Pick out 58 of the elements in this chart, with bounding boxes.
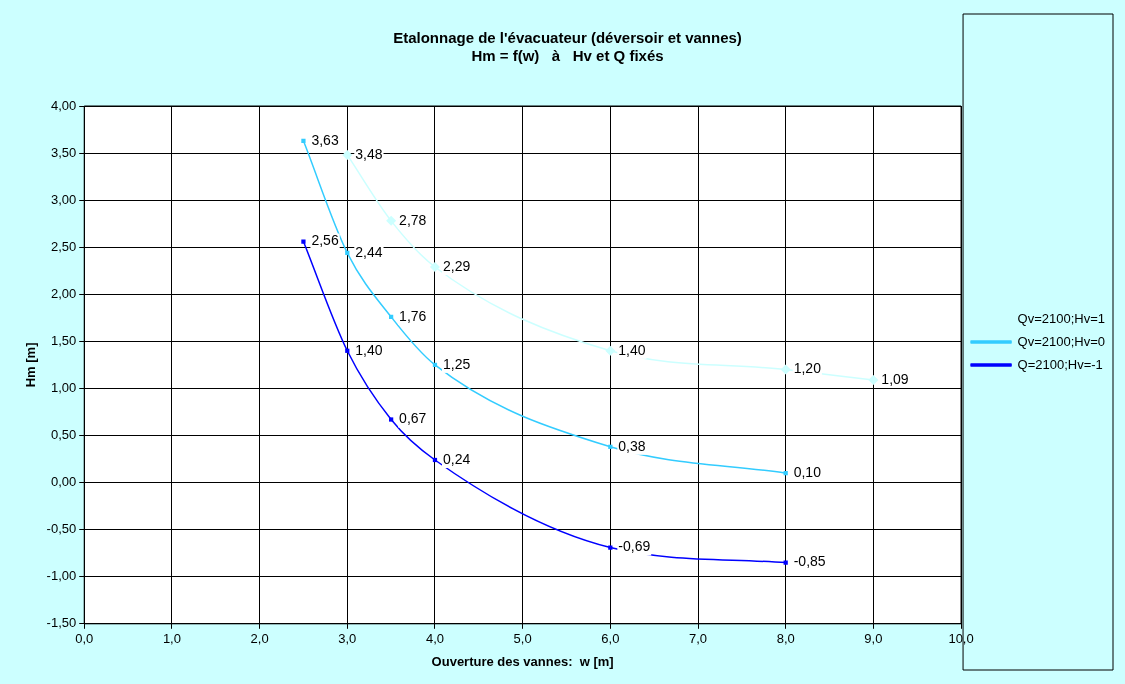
data-label: 1,20	[793, 360, 822, 377]
point	[783, 560, 788, 565]
data-label: 2,44	[355, 243, 383, 260]
y-tick-label: 3,00	[50, 191, 77, 207]
y-tick-label: 1,00	[50, 380, 77, 396]
y-axis-title: Hm [m]	[23, 342, 39, 388]
chart-title: Etalonnage de l'évacuateur (déversoir et vannes) Hm = f(w) à Hv et Q fixés	[393, 29, 742, 65]
data-label: -0,69	[618, 538, 651, 555]
y-tick-label: 2,50	[50, 238, 77, 254]
text: Qv=2100;Hv=1	[1017, 310, 1106, 326]
data-label: 1,76	[399, 307, 427, 324]
x-tick-label: 4,0	[425, 631, 444, 647]
data-label: 2,78	[399, 211, 427, 228]
point	[301, 138, 306, 143]
data-label: 1,40	[618, 341, 646, 358]
legend-label: Q=2100;Hv=-1	[1017, 356, 1103, 372]
point	[605, 345, 616, 356]
point	[342, 149, 353, 160]
point	[429, 261, 440, 272]
data-label: 3,63	[311, 131, 339, 148]
y-tick-label: 0,50	[50, 427, 77, 443]
data-label: 2,56	[311, 232, 339, 249]
y-tick-label: 4,00	[50, 97, 77, 113]
data-label: 1,25	[442, 355, 471, 372]
data-label: 0,10	[793, 464, 822, 481]
point	[608, 545, 613, 550]
data-label: 1,09	[881, 370, 909, 387]
y-tick-label: 3,50	[50, 144, 77, 160]
legend-label: Qv=2100;Hv=0	[1017, 333, 1106, 349]
x-tick-label: 6,0	[601, 631, 620, 647]
x-tick-label: 0,0	[75, 631, 94, 647]
point	[868, 374, 879, 385]
x-tick-label: 8,0	[776, 631, 795, 647]
y-tick-label: 1,50	[50, 332, 77, 348]
x-tick-label: 5,0	[513, 631, 532, 647]
data-label: 0,24	[442, 450, 471, 467]
x-tick-label: 2,0	[250, 631, 269, 647]
data-label: 1,40	[355, 341, 383, 358]
data-label: -0,85	[793, 553, 826, 570]
data-label: 2,29	[442, 257, 471, 274]
y-tick-label: -1,50	[46, 615, 77, 631]
x-tick-label: 10,0	[948, 631, 974, 647]
point	[301, 239, 306, 244]
x-tick-label: 1,0	[162, 631, 181, 647]
data-label: 3,48	[355, 145, 383, 162]
data-label: 0,38	[618, 437, 646, 454]
y-tick-label: -0,50	[46, 521, 77, 537]
y-tick-label: 0,00	[50, 474, 77, 490]
y-tick-label: -1,00	[46, 568, 77, 584]
x-axis-title: Ouverture des vannes: w [m]	[431, 653, 614, 669]
data-label: 0,67	[399, 410, 427, 427]
x-tick-label: 3,0	[338, 631, 357, 647]
y-tick-label: 2,00	[50, 285, 77, 301]
point	[386, 215, 397, 226]
point	[389, 417, 394, 422]
x-tick-label: 9,0	[864, 631, 883, 647]
x-tick-label: 7,0	[688, 631, 708, 647]
point	[780, 364, 791, 375]
